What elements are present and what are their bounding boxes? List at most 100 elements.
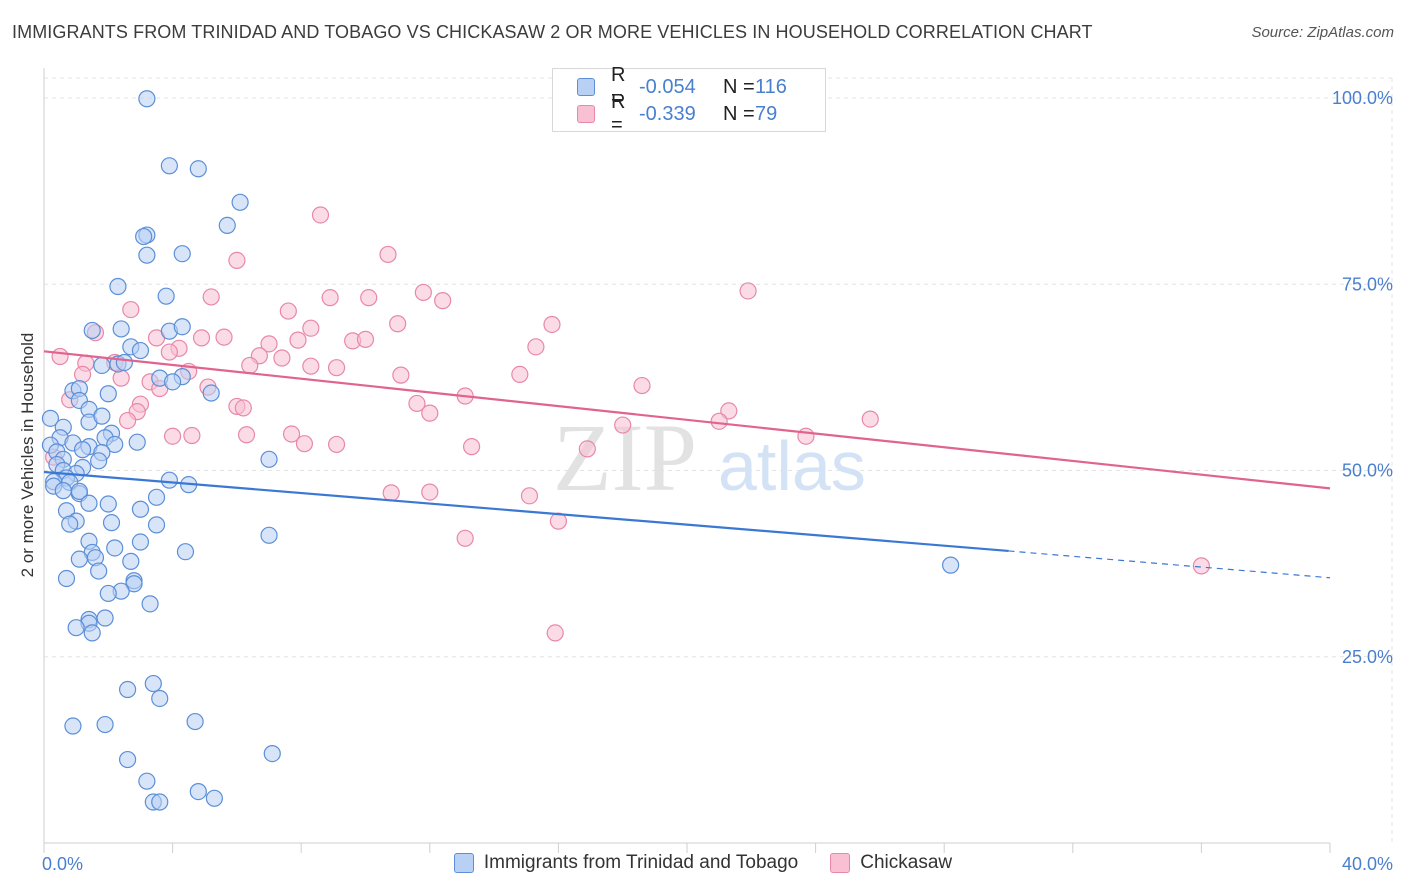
data-point-trinidad bbox=[263, 744, 281, 763]
data-point-chickasaw bbox=[1192, 557, 1211, 575]
data-point-trinidad bbox=[147, 488, 166, 506]
data-point-chickasaw bbox=[118, 411, 137, 430]
legend-n-label: N = bbox=[723, 102, 755, 125]
data-point-chickasaw bbox=[543, 315, 561, 334]
legend-r-value-pink: -0.339 bbox=[639, 102, 696, 125]
data-point-chickasaw bbox=[215, 328, 233, 346]
y-tick-label: 75.0% bbox=[1342, 274, 1393, 294]
data-point-chickasaw bbox=[160, 343, 178, 361]
data-point-chickasaw bbox=[327, 359, 346, 377]
legend-r-label: R = bbox=[611, 64, 626, 109]
x-tick-label-min: 0.0% bbox=[42, 854, 83, 874]
trend-lines bbox=[43, 350, 1331, 579]
data-point-trinidad bbox=[176, 543, 195, 561]
y-tick-label: 25.0% bbox=[1342, 647, 1393, 667]
data-point-trinidad bbox=[186, 712, 204, 731]
legend-r-label: R = bbox=[611, 91, 626, 136]
data-point-trinidad bbox=[135, 227, 153, 246]
data-point-chickasaw bbox=[462, 438, 481, 456]
data-point-trinidad bbox=[64, 717, 82, 735]
chart-source: Source: ZipAtlas.com bbox=[1251, 24, 1394, 41]
series-legend-item-chickasaw[interactable]: Chickasaw bbox=[830, 852, 952, 874]
series-legend-label-chickasaw: Chickasaw bbox=[860, 852, 953, 873]
data-point-chickasaw bbox=[260, 335, 278, 353]
data-point-trinidad bbox=[173, 245, 191, 263]
data-point-chickasaw bbox=[614, 416, 632, 434]
data-point-chickasaw bbox=[112, 369, 130, 387]
data-point-trinidad bbox=[189, 160, 207, 178]
data-point-chickasaw bbox=[302, 319, 320, 337]
legend-swatch-blue bbox=[577, 78, 595, 96]
watermark: ZIP atlas bbox=[553, 404, 866, 511]
data-point-trinidad bbox=[80, 494, 98, 512]
data-point-trinidad bbox=[41, 409, 60, 427]
data-point-trinidad bbox=[151, 689, 169, 708]
legend-r-value-blue: -0.054 bbox=[639, 75, 696, 98]
data-point-trinidad bbox=[260, 450, 278, 468]
data-point-chickasaw bbox=[527, 338, 545, 356]
series-legend-item-trinidad[interactable]: Immigrants from Trinidad and Tobago bbox=[453, 852, 799, 874]
data-point-trinidad bbox=[83, 624, 101, 642]
data-point-chickasaw bbox=[633, 376, 651, 395]
data-point-chickasaw bbox=[408, 394, 426, 413]
data-point-chickasaw bbox=[546, 624, 564, 642]
series-legend-label-trinidad: Immigrants from Trinidad and Tobago bbox=[483, 852, 799, 873]
data-point-chickasaw bbox=[456, 529, 474, 547]
data-point-trinidad bbox=[57, 569, 76, 588]
data-point-trinidad bbox=[157, 287, 175, 305]
legend-n-label: N = bbox=[723, 75, 755, 98]
data-point-trinidad bbox=[160, 157, 178, 175]
trend-line-chickasaw bbox=[43, 350, 1331, 490]
data-point-trinidad bbox=[131, 500, 150, 518]
data-point-chickasaw bbox=[392, 366, 410, 384]
watermark-atlas: atlas bbox=[718, 427, 866, 505]
data-point-trinidad bbox=[218, 216, 236, 234]
data-point-chickasaw bbox=[73, 365, 92, 383]
data-point-chickasaw bbox=[273, 349, 291, 367]
data-point-trinidad bbox=[260, 526, 278, 544]
data-point-chickasaw bbox=[382, 484, 400, 502]
data-point-trinidad bbox=[90, 562, 108, 580]
series-chickasaw-points bbox=[45, 206, 1211, 642]
data-point-trinidad bbox=[112, 320, 130, 338]
data-point-chickasaw bbox=[327, 435, 346, 454]
data-point-chickasaw bbox=[739, 282, 757, 300]
series-legend-swatch-pink bbox=[830, 853, 851, 873]
data-point-trinidad bbox=[118, 750, 137, 769]
data-point-trinidad bbox=[147, 516, 166, 534]
data-point-trinidad bbox=[164, 373, 182, 391]
legend-row-pink: R = -0.339 N = 79 bbox=[577, 91, 777, 136]
data-point-trinidad bbox=[93, 356, 111, 375]
data-point-trinidad bbox=[189, 782, 207, 801]
data-point-trinidad bbox=[144, 674, 162, 693]
data-point-chickasaw bbox=[578, 440, 596, 458]
data-point-chickasaw bbox=[228, 251, 246, 270]
data-point-chickasaw bbox=[356, 330, 375, 348]
data-point-chickasaw bbox=[202, 288, 220, 306]
data-point-trinidad bbox=[70, 482, 88, 500]
data-point-trinidad bbox=[61, 515, 79, 533]
data-point-chickasaw bbox=[164, 427, 182, 445]
data-point-chickasaw bbox=[122, 300, 140, 319]
data-point-trinidad bbox=[70, 550, 88, 568]
tick-labels: 25.0% 50.0% 75.0% 100.0% 0.0% 40.0% bbox=[42, 88, 1393, 874]
data-point-trinidad bbox=[90, 452, 108, 470]
data-point-trinidad bbox=[99, 385, 117, 403]
data-point-chickasaw bbox=[389, 315, 407, 333]
data-point-chickasaw bbox=[511, 365, 529, 383]
y-tick-label: 50.0% bbox=[1342, 461, 1393, 481]
data-point-trinidad bbox=[160, 471, 178, 489]
correlation-legend: R = -0.054 N = 116 R = -0.339 N = 79 bbox=[552, 64, 826, 136]
data-point-chickasaw bbox=[295, 435, 314, 453]
trend-line-trinidad bbox=[43, 470, 1009, 553]
data-point-chickasaw bbox=[861, 410, 879, 428]
data-point-trinidad bbox=[83, 321, 101, 340]
data-point-trinidad bbox=[173, 318, 191, 336]
data-point-trinidad bbox=[205, 789, 223, 807]
data-point-trinidad bbox=[942, 556, 960, 574]
chart-title: IMMIGRANTS FROM TRINIDAD AND TOBAGO VS C… bbox=[12, 22, 1093, 42]
data-point-chickasaw bbox=[234, 399, 252, 417]
series-legend: Immigrants from Trinidad and Tobago Chic… bbox=[0, 852, 1406, 874]
trend-line-trinidad-extension bbox=[1008, 550, 1331, 579]
